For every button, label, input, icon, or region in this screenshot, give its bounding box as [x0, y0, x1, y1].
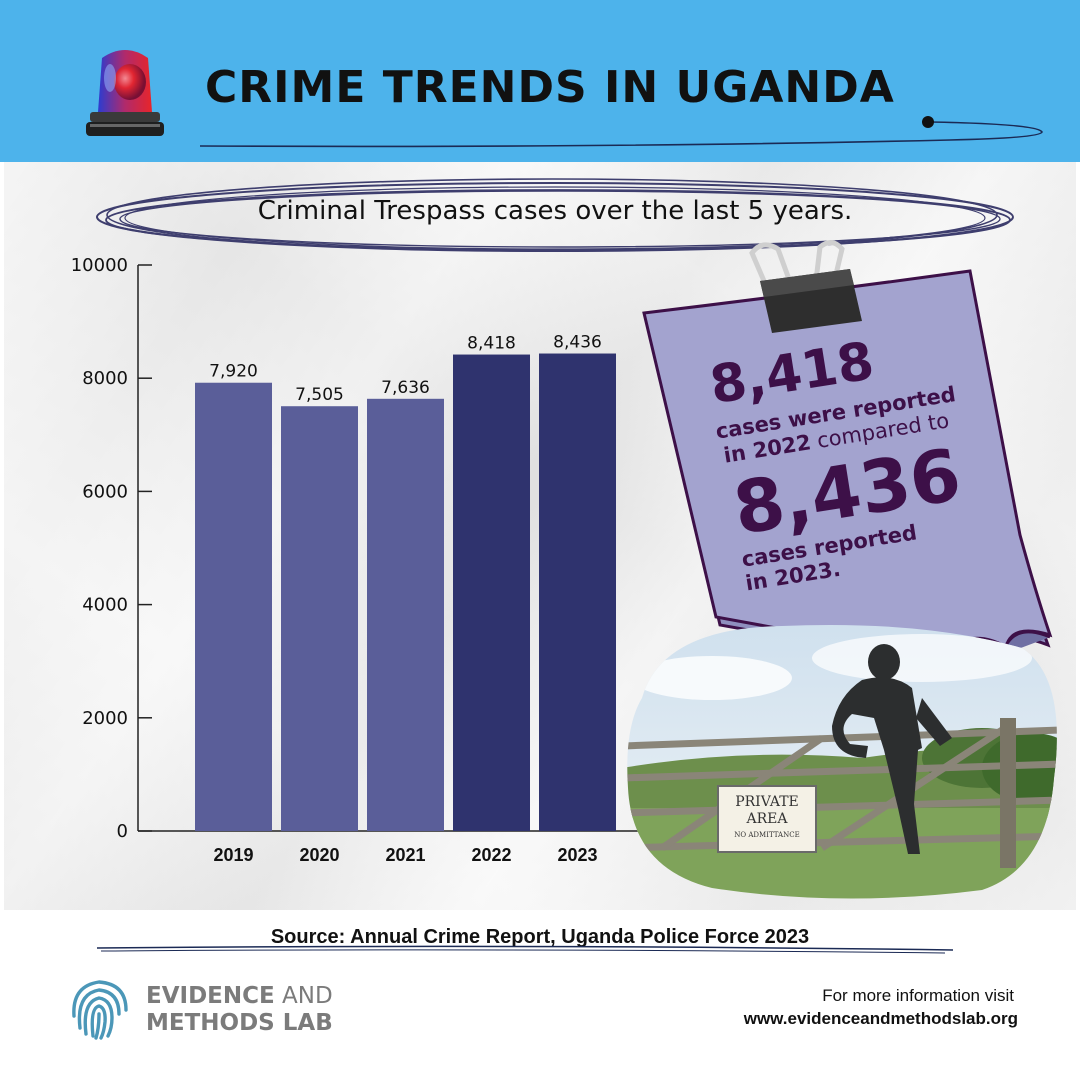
header-banner: CRIME TRENDS IN UGANDA	[0, 0, 1080, 162]
bar	[453, 354, 530, 831]
bar	[281, 406, 358, 831]
police-siren-icon	[86, 50, 164, 136]
y-tick-label: 2000	[82, 708, 128, 729]
x-tick-label: 2023	[557, 845, 597, 865]
header-swoosh-decoration	[199, 116, 1043, 148]
bar	[367, 398, 444, 831]
man-climbing-figure	[832, 644, 952, 854]
binder-clip-icon	[749, 240, 862, 333]
chart-subtitle: Criminal Trespass cases over the last 5 …	[257, 196, 853, 226]
y-tick-label: 4000	[82, 595, 128, 616]
x-tick-label: 2019	[213, 845, 253, 865]
bar-value-label: 7,636	[381, 378, 430, 398]
sign-text-3: NO ADMITTANCE	[734, 831, 799, 839]
y-tick-label: 0	[117, 821, 128, 842]
x-tick-label: 2021	[385, 845, 425, 865]
brand-light-text: AND	[274, 983, 333, 1009]
brand-line-2: METHODS LAB	[146, 1010, 333, 1036]
subtitle-scribble-oval	[96, 178, 1014, 252]
trespass-photo: PRIVATE AREA NO ADMITTANCE	[627, 624, 1057, 899]
more-info-text: For more information visit	[822, 986, 1014, 1005]
y-tick-label: 10000	[71, 255, 128, 276]
x-tick-label: 2020	[299, 845, 339, 865]
bar-value-label: 7,505	[295, 385, 344, 405]
sign-text-1: PRIVATE	[735, 794, 799, 810]
brand-line-1: EVIDENCE AND	[146, 983, 333, 1009]
bar	[195, 382, 272, 831]
main-title: CRIME TRENDS IN UGANDA	[205, 62, 895, 113]
website-link[interactable]: www.evidenceandmethodslab.org	[743, 1009, 1018, 1028]
y-tick-label: 6000	[82, 481, 128, 502]
callout-note	[642, 240, 1053, 662]
bar-value-label: 7,920	[209, 362, 258, 382]
source-citation: Source: Annual Crime Report, Uganda Poli…	[270, 926, 810, 948]
x-tick-label: 2022	[471, 845, 511, 865]
bar-value-label: 8,436	[553, 333, 602, 353]
brand-bold-text: EVIDENCE	[146, 983, 275, 1009]
bar-value-label: 8,418	[467, 334, 516, 354]
bar	[539, 353, 616, 831]
fingerprint-icon	[72, 980, 128, 1040]
sign-text-2: AREA	[746, 811, 789, 827]
y-tick-label: 8000	[82, 368, 128, 389]
source-underline	[96, 945, 954, 954]
